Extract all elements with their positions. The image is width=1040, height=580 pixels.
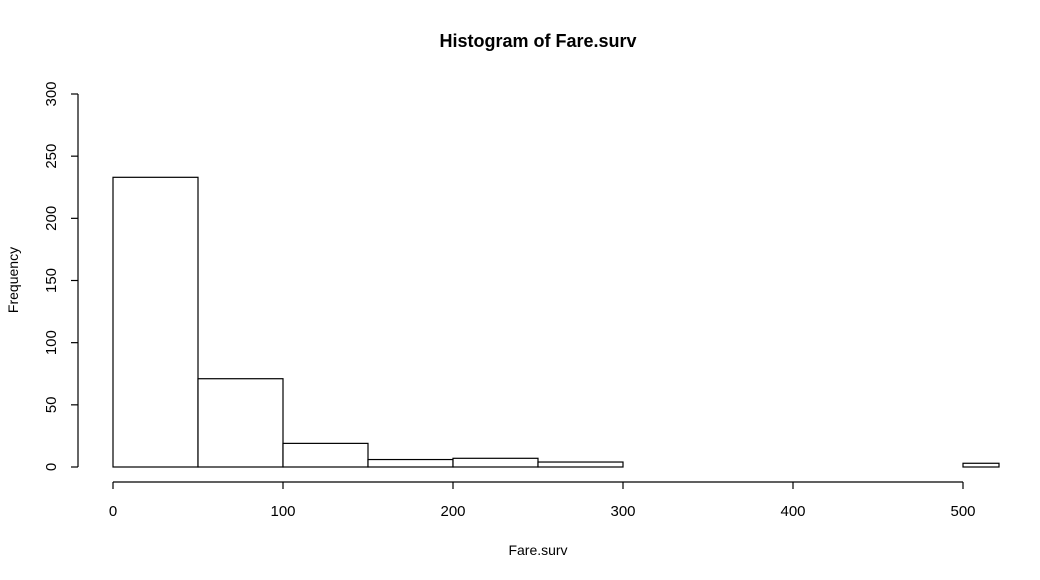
y-axis: 0 50 100 150 200 250 300 — [43, 81, 79, 471]
histogram-bar — [537, 461, 624, 468]
histogram-bar — [197, 378, 284, 468]
x-tick-label: 300 — [610, 503, 635, 520]
y-tick-label: 250 — [43, 144, 60, 169]
x-tick-label: 500 — [950, 503, 975, 520]
x-tick-label: 400 — [780, 503, 805, 520]
histogram-bar — [112, 176, 199, 468]
y-tick-label: 150 — [43, 268, 60, 293]
y-tick-label: 100 — [43, 330, 60, 355]
y-axis-label: Frequency — [5, 247, 21, 313]
y-tick-label: 200 — [43, 206, 60, 231]
histogram-bars — [112, 176, 1000, 468]
x-tick-label: 0 — [109, 503, 117, 520]
x-axis: 0 100 200 300 400 500 — [109, 481, 976, 520]
histogram-bar — [367, 458, 454, 468]
x-tick-label: 200 — [440, 503, 465, 520]
chart-title: Histogram of Fare.surv — [439, 31, 636, 51]
histogram-bar — [282, 442, 369, 468]
y-tick-label: 50 — [43, 396, 60, 413]
y-tick-label: 0 — [43, 463, 60, 471]
y-tick-label: 300 — [43, 81, 60, 106]
histogram-bar — [452, 457, 539, 468]
histogram-bar — [962, 462, 1000, 468]
x-axis-label: Fare.surv — [508, 542, 567, 558]
x-tick-label: 100 — [270, 503, 295, 520]
